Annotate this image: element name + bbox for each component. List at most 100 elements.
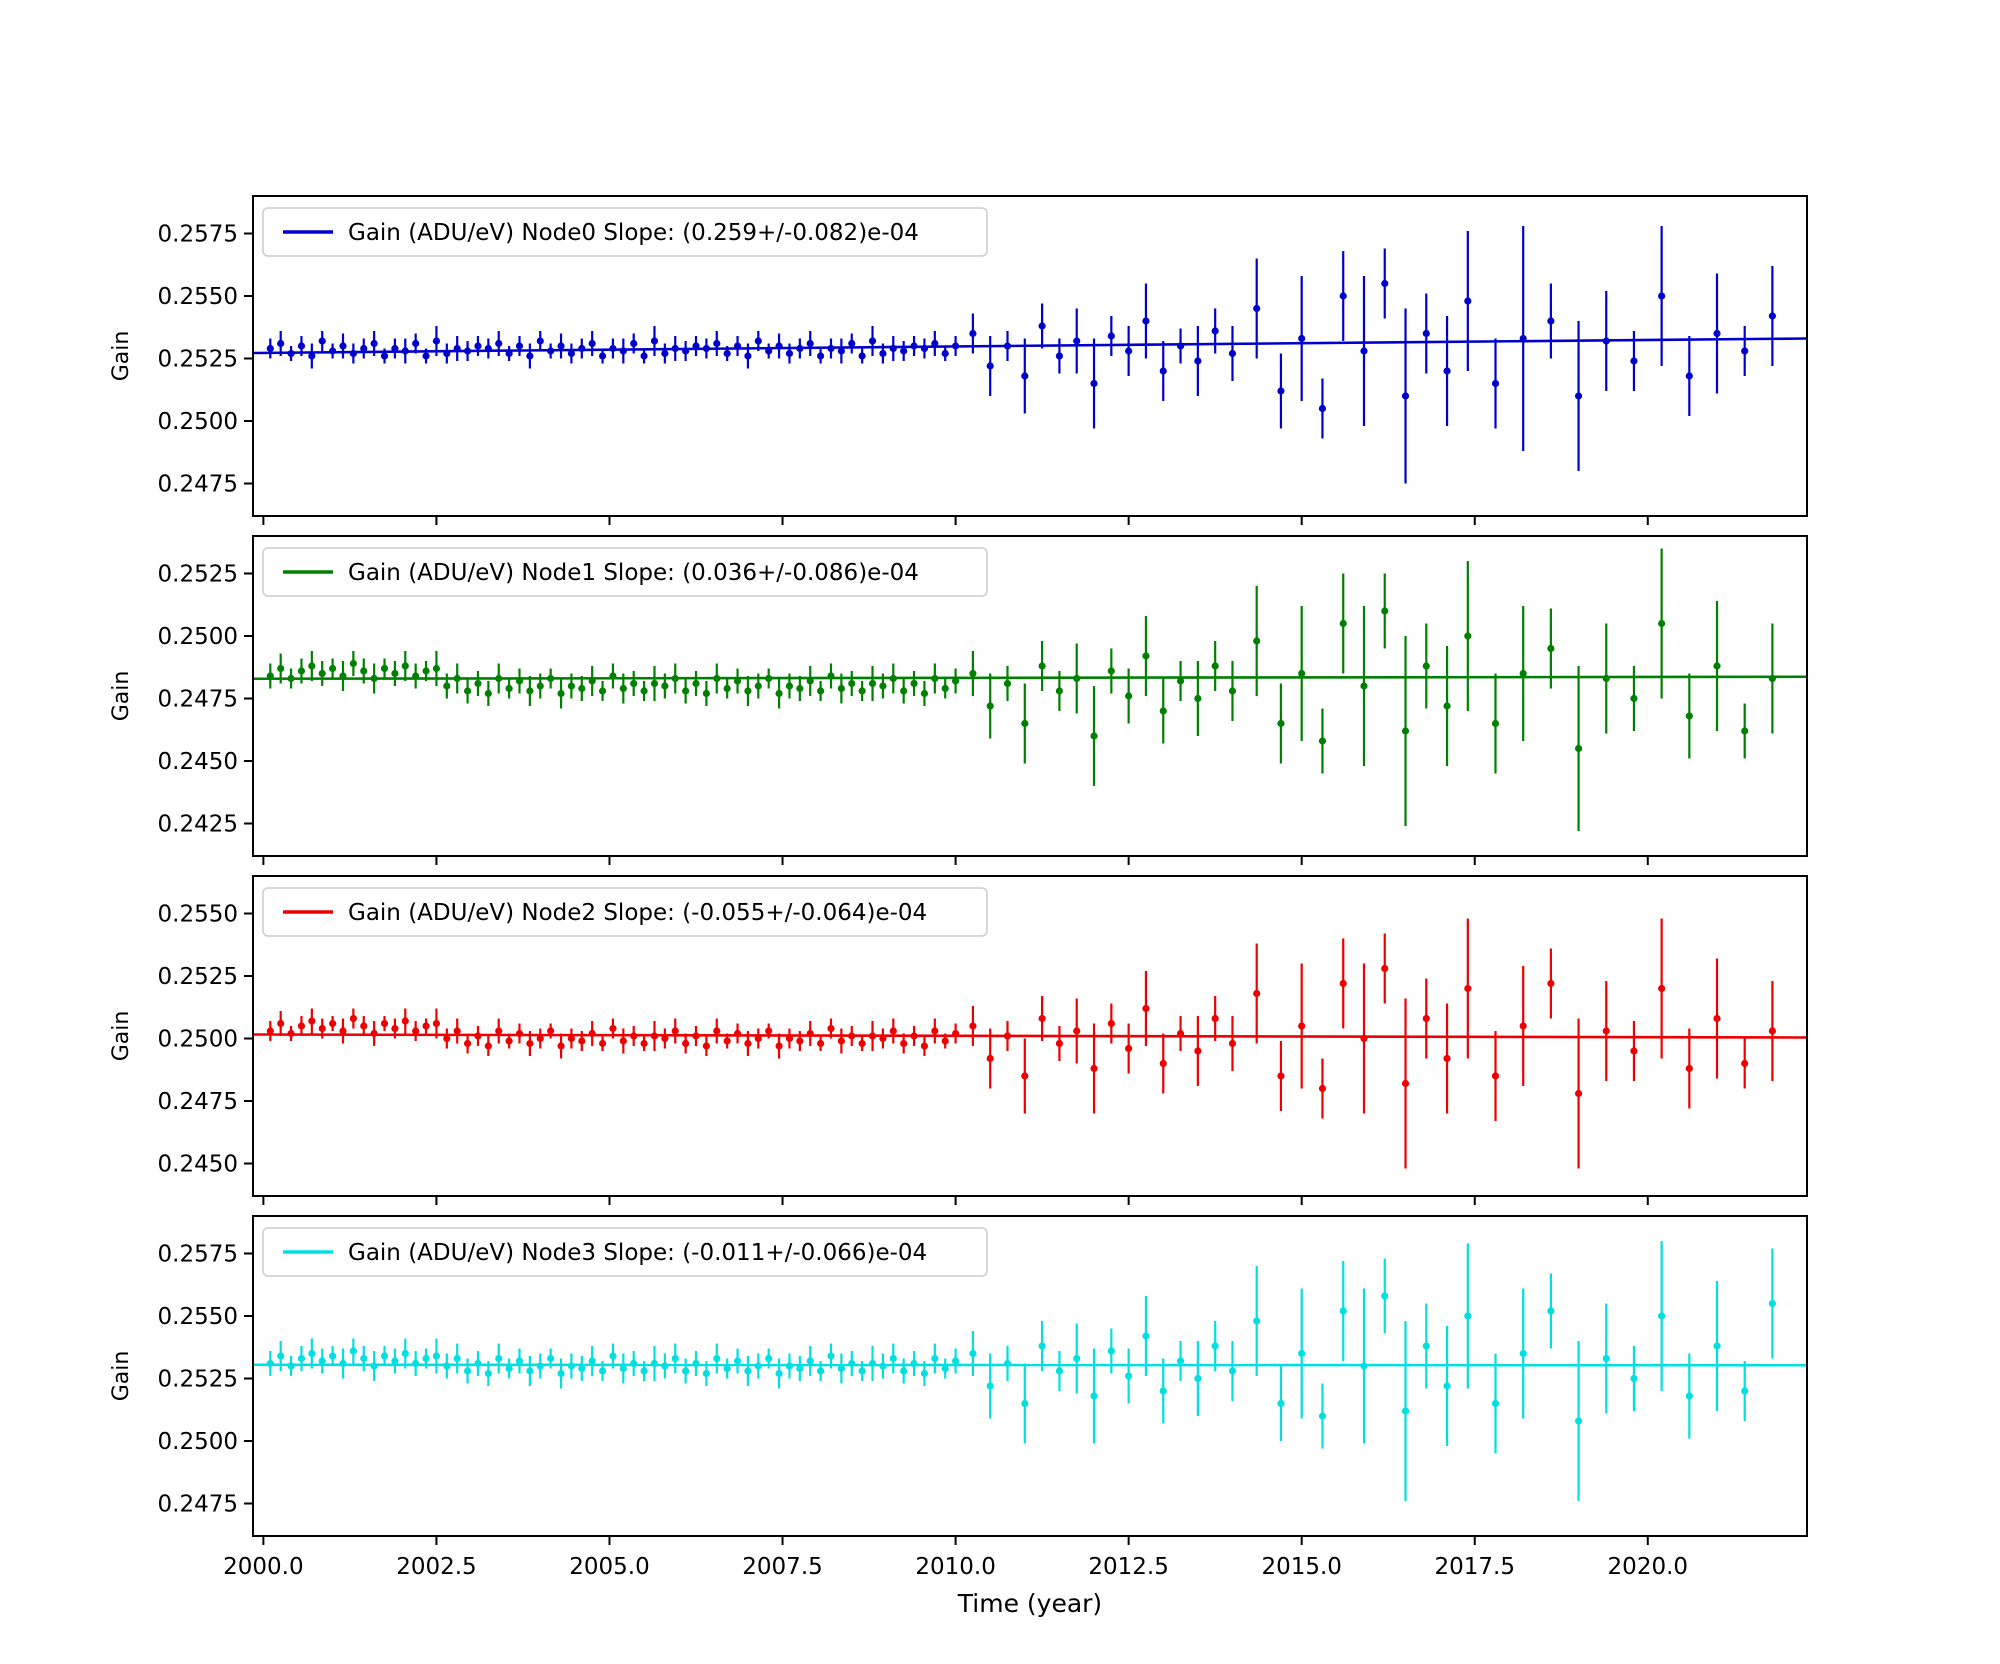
- data-point: [443, 1034, 451, 1043]
- legend-box: [262, 547, 988, 597]
- data-point: [723, 684, 731, 693]
- data-point: [1547, 644, 1555, 653]
- y-tick-label: 0.2525: [158, 347, 238, 373]
- data-point: [1519, 1022, 1527, 1030]
- data-point: [598, 352, 607, 360]
- data-point: [986, 1382, 994, 1390]
- data-point: [775, 689, 783, 698]
- data-point: [453, 1027, 461, 1035]
- y-axis-label: Gain: [109, 671, 134, 722]
- data-point: [868, 337, 877, 345]
- data-point: [1602, 1027, 1610, 1035]
- data-point: [329, 1019, 337, 1028]
- legend-node3: Gain (ADU/eV) Node3 Slope: (-0.011+/-0.0…: [262, 1227, 988, 1277]
- data-point: [941, 349, 949, 358]
- data-point: [1658, 292, 1666, 300]
- data-point: [713, 1354, 721, 1363]
- data-point: [1159, 707, 1167, 715]
- y-tick-label: 0.2500: [158, 1429, 238, 1455]
- data-point: [941, 1364, 949, 1373]
- data-point: [1298, 1349, 1306, 1358]
- data-point: [671, 1027, 679, 1035]
- data-point: [744, 1367, 752, 1375]
- data-point: [969, 1022, 977, 1030]
- data-point: [1574, 1417, 1583, 1425]
- data-point: [422, 352, 430, 360]
- data-point: [318, 1024, 326, 1033]
- data-point: [1443, 1382, 1451, 1390]
- data-point: [453, 1354, 461, 1363]
- y-tick-label: 0.2425: [158, 812, 238, 838]
- data-point: [1360, 347, 1368, 355]
- data-point: [1381, 964, 1389, 973]
- data-point: [1685, 372, 1693, 380]
- data-point: [1277, 1072, 1285, 1080]
- data-point: [557, 1369, 565, 1378]
- legend-box: [262, 1227, 988, 1277]
- data-point: [1253, 637, 1261, 645]
- data-point: [713, 1027, 721, 1035]
- data-point: [1073, 337, 1081, 345]
- data-point: [578, 1037, 586, 1045]
- subplot-node1: 0.2425 0.2450 0.2475 0.2500 0.2525 Gain Gain (…: [109, 535, 1808, 865]
- data-point: [1228, 349, 1237, 358]
- data-point: [401, 1349, 409, 1358]
- y-tick-label: 0.2550: [158, 1304, 238, 1330]
- data-point: [1741, 1059, 1749, 1068]
- data-point: [1318, 1412, 1327, 1420]
- data-point: [1401, 1407, 1410, 1415]
- data-point: [339, 342, 347, 350]
- data-series-node0: [253, 226, 1807, 484]
- data-point: [609, 1352, 617, 1360]
- y-axis-label: Gain: [109, 331, 134, 382]
- data-point: [547, 1354, 555, 1363]
- fit-line-node3: [253, 1363, 1807, 1367]
- data-point: [1142, 1004, 1150, 1013]
- data-point: [920, 1042, 929, 1050]
- data-point: [1401, 727, 1410, 735]
- data-point: [619, 1037, 627, 1045]
- y-tick-label: 0.2475: [158, 1492, 238, 1518]
- data-point: [1741, 347, 1749, 355]
- data-point: [1107, 667, 1115, 675]
- data-point: [484, 1369, 492, 1378]
- data-series-node2: [253, 918, 1807, 1169]
- data-point: [858, 1039, 866, 1048]
- data-point: [380, 1019, 389, 1028]
- data-point: [640, 1039, 648, 1048]
- data-point: [505, 1037, 513, 1045]
- data-point: [526, 1039, 534, 1048]
- data-point: [349, 659, 357, 668]
- data-point: [1422, 329, 1430, 338]
- data-point: [422, 1354, 430, 1363]
- data-point: [557, 689, 565, 698]
- data-point: [650, 337, 659, 345]
- data-point: [1713, 1014, 1721, 1023]
- data-point: [1038, 1342, 1046, 1350]
- data-point: [1253, 304, 1261, 313]
- data-point: [297, 342, 306, 350]
- data-point: [422, 1022, 430, 1030]
- data-point: [796, 1364, 804, 1373]
- data-point: [1491, 1072, 1500, 1080]
- legend-box: [262, 887, 988, 937]
- data-point: [837, 684, 845, 693]
- data-point: [266, 344, 274, 353]
- y-tick-label: 0.2525: [158, 562, 238, 588]
- data-point: [1090, 379, 1098, 388]
- data-point: [1574, 744, 1583, 753]
- x-tick-label: 2007.5: [742, 1554, 822, 1580]
- data-series-node1: [253, 548, 1807, 831]
- data-point: [1519, 669, 1527, 678]
- data-point: [951, 1357, 960, 1365]
- data-point: [889, 1354, 897, 1363]
- data-point: [1491, 379, 1500, 388]
- data-point: [1090, 1064, 1098, 1073]
- legend-node1: Gain (ADU/eV) Node1 Slope: (0.036+/-0.08…: [262, 547, 988, 597]
- data-point: [277, 1019, 285, 1028]
- legend-box: [262, 207, 988, 257]
- data-point: [277, 1352, 285, 1360]
